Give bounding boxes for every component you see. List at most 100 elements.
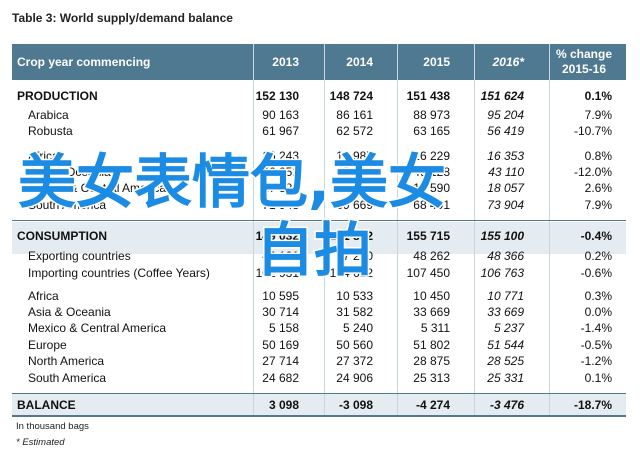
cell-2016: 51 544 bbox=[487, 338, 524, 352]
column-divider bbox=[253, 44, 254, 415]
cell-2013: 17 887 bbox=[262, 181, 299, 195]
header-pct-change: % change 2015-16 bbox=[556, 47, 612, 77]
header-year-2014: 2014 bbox=[346, 55, 373, 69]
row-label: Africa bbox=[28, 149, 59, 163]
table-row: CONSUMPTION 149 032 151 822 155 715 155 100 -… bbox=[12, 229, 626, 244]
table-row: Exporting countries 46 101 47 200 48 262 48 … bbox=[12, 249, 626, 264]
table-row: South America 24 682 24 906 25 313 25 331 0.1… bbox=[12, 371, 626, 386]
row-label: Arabica bbox=[28, 108, 69, 122]
table-title: Table 3: World supply/demand balance bbox=[12, 11, 233, 25]
column-divider bbox=[474, 44, 475, 415]
cell-2013: 71 948 bbox=[262, 198, 299, 212]
watermark-line-2: 自拍 bbox=[255, 215, 374, 286]
table-header: Crop year commencing 2013 2014 2015 2016… bbox=[12, 44, 626, 80]
cell-2014: 17 384 bbox=[336, 181, 373, 195]
footnote-units: In thousand bags bbox=[16, 421, 89, 432]
row-label: Asia & Oceania bbox=[28, 305, 111, 319]
table-row: South America 71 948 69 669 68 491 73 904 7.9… bbox=[12, 198, 626, 213]
row-label: South America bbox=[28, 198, 107, 212]
cell-pct-change: 0.1% bbox=[584, 89, 612, 103]
cell-2015: 51 802 bbox=[413, 338, 450, 352]
column-divider bbox=[324, 44, 325, 415]
table-row: Robusta 61 967 62 572 63 165 56 419 -10.7% bbox=[12, 124, 626, 139]
cell-2015: 17 590 bbox=[413, 181, 450, 195]
cell-2014: 62 572 bbox=[336, 124, 373, 138]
cell-2015: 107 450 bbox=[406, 266, 450, 280]
cell-2013: 149 032 bbox=[255, 229, 299, 243]
row-label: South America bbox=[28, 371, 107, 385]
row-label: BALANCE bbox=[17, 398, 76, 412]
cell-2014: 27 372 bbox=[336, 354, 373, 368]
cell-pct-change: 2.6% bbox=[584, 181, 612, 195]
cell-2014: 69 669 bbox=[336, 198, 373, 212]
cell-2013: 16 243 bbox=[262, 149, 299, 163]
cell-2015: 155 715 bbox=[406, 229, 450, 243]
cell-2015: -4 274 bbox=[415, 398, 450, 412]
cell-2013: 30 714 bbox=[262, 305, 299, 319]
cell-2013: 46 052 bbox=[262, 165, 299, 179]
header-crop-year: Crop year commencing bbox=[17, 55, 151, 69]
cell-2014: 148 724 bbox=[329, 89, 373, 103]
cell-pct-change: -0.5% bbox=[580, 338, 612, 352]
row-label: PRODUCTION bbox=[17, 89, 98, 103]
cell-2013: 5 158 bbox=[268, 321, 299, 335]
table-row: Importing countries (Coffee Years) 102 93… bbox=[12, 266, 626, 281]
cell-2014: 10 533 bbox=[336, 289, 373, 303]
column-divider bbox=[397, 44, 398, 415]
footnote-estimated: * Estimated bbox=[16, 437, 65, 448]
cell-2016: 25 331 bbox=[487, 371, 524, 385]
table-row: Asia & Oceania 30 714 31 582 33 669 33 669 0.… bbox=[12, 305, 626, 320]
cell-pct-change: 0.3% bbox=[584, 289, 612, 303]
header-pct-line1: % change bbox=[555, 47, 612, 61]
cell-2014: 31 582 bbox=[336, 305, 373, 319]
cell-2014: 86 161 bbox=[336, 108, 373, 122]
table-row: Arabica 90 163 86 161 88 973 95 204 7.9% bbox=[12, 108, 626, 123]
row-label: Exporting countries bbox=[28, 249, 131, 263]
row-label: CONSUMPTION bbox=[17, 229, 107, 243]
cell-2016: 16 353 bbox=[487, 149, 524, 163]
cell-2016: 56 419 bbox=[487, 124, 524, 138]
cell-2015: 48 262 bbox=[413, 249, 450, 263]
cell-2013: 61 967 bbox=[262, 124, 299, 138]
cell-2015: 88 973 bbox=[413, 108, 450, 122]
row-label: Africa bbox=[28, 289, 59, 303]
table-row: BALANCE 3 098 -3 098 -4 274 -3 476 -18.7% bbox=[12, 398, 626, 413]
cell-2016: 95 204 bbox=[487, 108, 524, 122]
header-pct-line2: 2015-16 bbox=[561, 62, 607, 76]
cell-pct-change: -0.6% bbox=[580, 266, 612, 280]
cell-2014: 47 200 bbox=[336, 249, 373, 263]
cell-2016: 43 110 bbox=[488, 165, 524, 179]
cell-2015: 49 128 bbox=[413, 165, 450, 179]
table-bottom-border bbox=[12, 415, 626, 417]
cell-2013: 50 169 bbox=[262, 338, 299, 352]
cell-2015: 28 875 bbox=[413, 354, 450, 368]
cell-2015: 33 669 bbox=[413, 305, 450, 319]
cell-2016: 106 763 bbox=[480, 266, 524, 280]
cell-pct-change: -1.4% bbox=[580, 321, 612, 335]
table-row: Africa 10 595 10 533 10 450 10 771 0.3% bbox=[12, 289, 626, 304]
table-row: Mexico & Central America 17 887 17 384 17 5… bbox=[12, 181, 626, 196]
row-label: North America bbox=[28, 354, 105, 368]
cell-pct-change: 0.1% bbox=[584, 371, 612, 385]
row-label: Importing countries (Coffee Years) bbox=[28, 266, 210, 280]
cell-2015: 5 311 bbox=[420, 321, 450, 335]
cell-2014: 5 240 bbox=[342, 321, 373, 335]
cell-2015: 10 450 bbox=[413, 289, 450, 303]
cell-pct-change: 0.0% bbox=[584, 305, 612, 319]
cell-2016: 28 525 bbox=[487, 354, 524, 368]
header-year-2013: 2013 bbox=[272, 55, 299, 69]
table-row: North America 27 714 27 372 28 875 28 525 -1.… bbox=[12, 354, 626, 369]
cell-2016: 5 237 bbox=[493, 321, 524, 335]
balance-shade bbox=[12, 394, 626, 415]
cell-2016: 10 771 bbox=[487, 289, 524, 303]
table-row: Asia & Oceania 46 052 45 684 49 128 43 110 -1… bbox=[12, 165, 626, 180]
cell-pct-change: 7.9% bbox=[584, 108, 612, 122]
cell-pct-change: -1.2% bbox=[580, 354, 612, 368]
cell-2013: 10 595 bbox=[262, 289, 299, 303]
cell-2015: 16 229 bbox=[413, 149, 450, 163]
cell-2014: 24 906 bbox=[336, 371, 373, 385]
cell-2016: 33 669 bbox=[487, 305, 524, 319]
watermark-overlay: 美女表情包,美女 自拍 bbox=[16, 147, 618, 286]
cell-2015: 25 313 bbox=[413, 371, 450, 385]
cell-2013: 90 163 bbox=[262, 108, 299, 122]
